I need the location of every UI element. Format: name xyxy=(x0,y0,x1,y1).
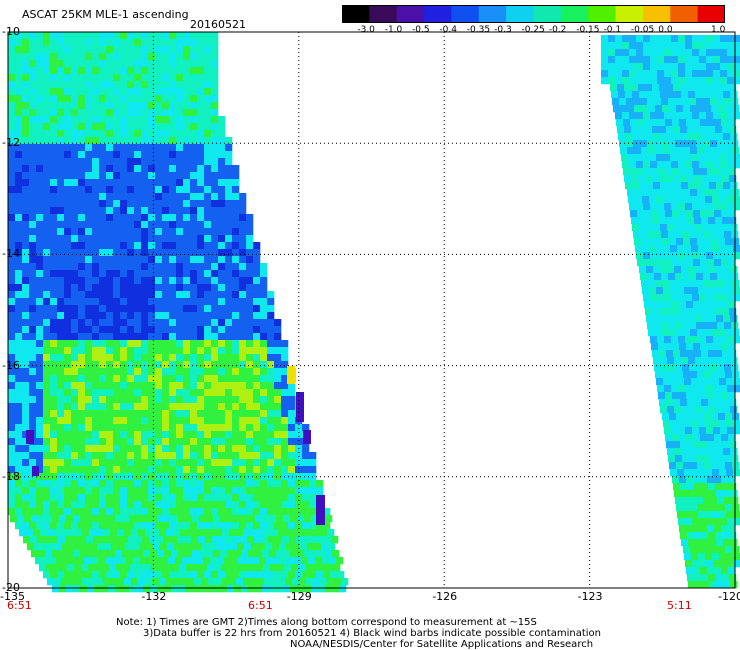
color-scale-tick-label: -0.4 xyxy=(439,25,457,35)
time-label: 5:11 xyxy=(667,599,692,612)
color-scale-swatch xyxy=(424,5,453,23)
lat-lon-grid xyxy=(8,32,735,588)
map-frame xyxy=(7,31,736,589)
y-tick-label: -12 xyxy=(2,136,20,150)
color-scale-tick-label: -0.5 xyxy=(412,25,430,35)
color-scale-tick-label: -0.2 xyxy=(548,25,567,35)
time-label: 6:51 xyxy=(7,599,32,612)
swath-east xyxy=(601,35,740,589)
note-line-2: 3)Data buffer is 22 hrs from 20160521 4)… xyxy=(143,628,601,639)
x-tick-label: -135 xyxy=(0,590,25,603)
y-tick-label: -18 xyxy=(2,469,20,483)
y-tick-label: -16 xyxy=(2,358,20,372)
note-line-1: Note: 1) Times are GMT 2)Times along bot… xyxy=(116,617,537,628)
color-scale-swatch xyxy=(642,5,671,23)
color-scale-tick-label: 0.0 xyxy=(658,25,673,35)
x-tick-label: -132 xyxy=(141,590,167,603)
x-tick-label: -120 xyxy=(718,590,740,603)
color-scale-swatch xyxy=(478,5,507,23)
x-tick-label: -129 xyxy=(286,590,312,603)
color-scale-swatch xyxy=(615,5,644,23)
time-label: 6:51 xyxy=(248,599,273,612)
map-date: 20160521 xyxy=(190,18,246,31)
color-scale-bar xyxy=(342,5,725,23)
color-scale-swatch xyxy=(451,5,480,23)
color-scale-tick-label: -0.05 xyxy=(630,25,655,35)
color-scale-tick-label: -0.35 xyxy=(466,25,491,35)
y-tick-label: -10 xyxy=(2,25,20,38)
color-scale-tick-label: -0.1 xyxy=(603,25,622,35)
color-scale-tick-label: -3.0 xyxy=(357,25,375,35)
x-tick-label: -126 xyxy=(432,590,458,603)
color-scale-swatch xyxy=(506,5,535,23)
color-scale-swatch xyxy=(697,5,725,23)
swath-west xyxy=(8,32,349,593)
y-tick-label: -14 xyxy=(2,247,20,261)
color-scale-swatch xyxy=(560,5,589,23)
color-scale-swatch xyxy=(396,5,425,23)
color-scale-swatch xyxy=(670,5,699,23)
map-title: ASCAT 25KM MLE-1 ascending xyxy=(22,8,189,21)
color-scale-tick-label: -0.15 xyxy=(576,25,600,35)
color-scale-tick-label: -0.25 xyxy=(521,25,545,35)
color-scale-tick-label: -1.0 xyxy=(384,25,403,35)
color-scale-tick-label: -0.3 xyxy=(494,25,512,35)
color-scale-swatch xyxy=(588,5,617,23)
color-scale-swatch xyxy=(369,5,398,23)
x-tick-label: -123 xyxy=(577,590,603,603)
color-scale-swatch xyxy=(533,5,562,23)
y-tick-label: -20 xyxy=(2,581,20,594)
color-scale-swatch xyxy=(342,5,370,23)
note-line-3: NOAA/NESDIS/Center for Satellite Applica… xyxy=(290,639,594,650)
color-scale-tick-label: 1.0 xyxy=(711,25,726,35)
